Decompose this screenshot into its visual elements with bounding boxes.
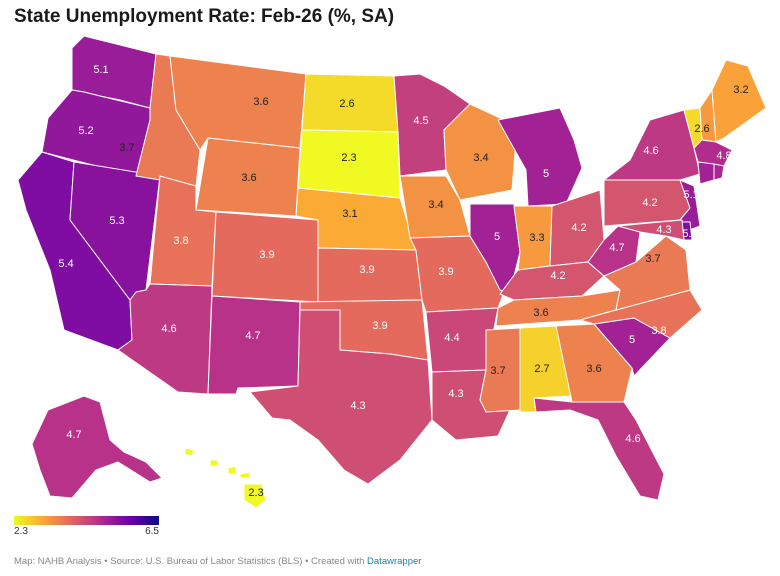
- value-label-WI: 3.4: [473, 152, 488, 164]
- footer-text: Map: NAHB Analysis • Source: U.S. Bureau…: [14, 556, 368, 567]
- value-label-MT: 3.6: [253, 96, 268, 108]
- value-label-LA: 4.3: [448, 388, 463, 400]
- color-legend: 2.3 6.5: [14, 516, 159, 539]
- value-label-SC: 5: [629, 334, 635, 346]
- value-label-KY: 4.2: [550, 270, 565, 282]
- value-label-WV: 4.7: [609, 242, 624, 254]
- value-label-ID: 3.7: [119, 142, 134, 154]
- value-label-FL: 4.6: [625, 433, 640, 445]
- value-label-NV: 5.3: [109, 215, 124, 227]
- value-label-WA: 5.1: [93, 64, 108, 76]
- value-label-AK: 4.7: [66, 429, 81, 441]
- value-label-NE: 3.1: [342, 208, 357, 220]
- map-title: State Unemployment Rate: Feb-26 (%, SA): [14, 6, 395, 27]
- value-label-OR: 5.2: [78, 125, 93, 137]
- value-label-MI: 5: [543, 168, 549, 180]
- value-label-MO: 3.9: [438, 266, 453, 278]
- state-VA[interactable]: [603, 235, 691, 311]
- datawrapper-link[interactable]: Datawrapper: [367, 556, 422, 567]
- legend-max-label: 6.5: [145, 526, 159, 537]
- state-MI[interactable]: [497, 107, 583, 207]
- value-label-CO: 3.9: [259, 249, 274, 261]
- legend-ends: 2.3 6.5: [14, 525, 159, 539]
- value-label-MS: 3.7: [490, 365, 505, 377]
- value-label-IL: 5: [494, 231, 500, 243]
- footer-credit: Map: NAHB Analysis • Source: U.S. Bureau…: [14, 556, 421, 567]
- value-label-OK: 3.9: [372, 320, 387, 332]
- state-FL[interactable]: [533, 397, 665, 501]
- legend-gradient: [14, 516, 159, 525]
- state-AZ[interactable]: [117, 283, 213, 395]
- value-label-ND: 2.6: [339, 98, 354, 110]
- value-label-TX: 4.3: [350, 400, 365, 412]
- state-GA[interactable]: [555, 323, 633, 403]
- value-label-IN: 3.3: [529, 232, 544, 244]
- value-label-AZ: 4.6: [161, 323, 176, 335]
- state-HI[interactable]: [183, 447, 267, 509]
- value-label-NY: 4.6: [643, 145, 658, 157]
- value-label-NC: 3.8: [651, 325, 666, 337]
- value-label-NM: 4.7: [245, 330, 260, 342]
- value-label-PA: 4.2: [642, 197, 657, 209]
- value-label-MN: 4.5: [413, 115, 428, 127]
- value-label-AL: 2.7: [534, 363, 549, 375]
- legend-min-label: 2.3: [14, 526, 28, 537]
- value-label-MD: 4.3: [656, 224, 671, 236]
- value-label-NJ: 5.1: [683, 189, 698, 201]
- state-NM[interactable]: [207, 295, 301, 395]
- state-ME[interactable]: [711, 59, 767, 143]
- state-WI[interactable]: [443, 103, 517, 201]
- state-TX[interactable]: [249, 309, 433, 485]
- value-label-VT: 2.6: [694, 123, 709, 135]
- state-CT[interactable]: [697, 161, 715, 185]
- value-label-AR: 4.4: [444, 332, 459, 344]
- state-AK[interactable]: [31, 395, 163, 499]
- value-label-VA: 3.7: [645, 253, 660, 265]
- value-label-OH: 4.2: [571, 222, 586, 234]
- state-SD[interactable]: [297, 129, 401, 199]
- state-RI[interactable]: [713, 163, 725, 181]
- value-label-WY: 3.6: [241, 172, 256, 184]
- value-label-TN: 3.6: [533, 307, 548, 319]
- state-IA[interactable]: [399, 175, 471, 239]
- state-MD[interactable]: [617, 219, 685, 241]
- value-label-SD: 2.3: [341, 152, 356, 164]
- value-label-IA: 3.4: [428, 199, 443, 211]
- value-label-UT: 3.8: [173, 235, 188, 247]
- value-label-HI: 2.3: [248, 487, 263, 499]
- value-label-ME: 3.2: [733, 84, 748, 96]
- value-label-KS: 3.9: [359, 264, 374, 276]
- value-label-GA: 3.6: [586, 363, 601, 375]
- value-label-MA: 4.8: [716, 150, 731, 162]
- value-label-CA: 5.4: [58, 258, 73, 270]
- value-labels: 5.1 5.2 5.4 5.3 3.7 3.6 3.6 3.8 4.6 3.9 4.7 2.6 2.3 3…: [58, 64, 748, 499]
- value-label-DE: 5.4: [682, 228, 697, 240]
